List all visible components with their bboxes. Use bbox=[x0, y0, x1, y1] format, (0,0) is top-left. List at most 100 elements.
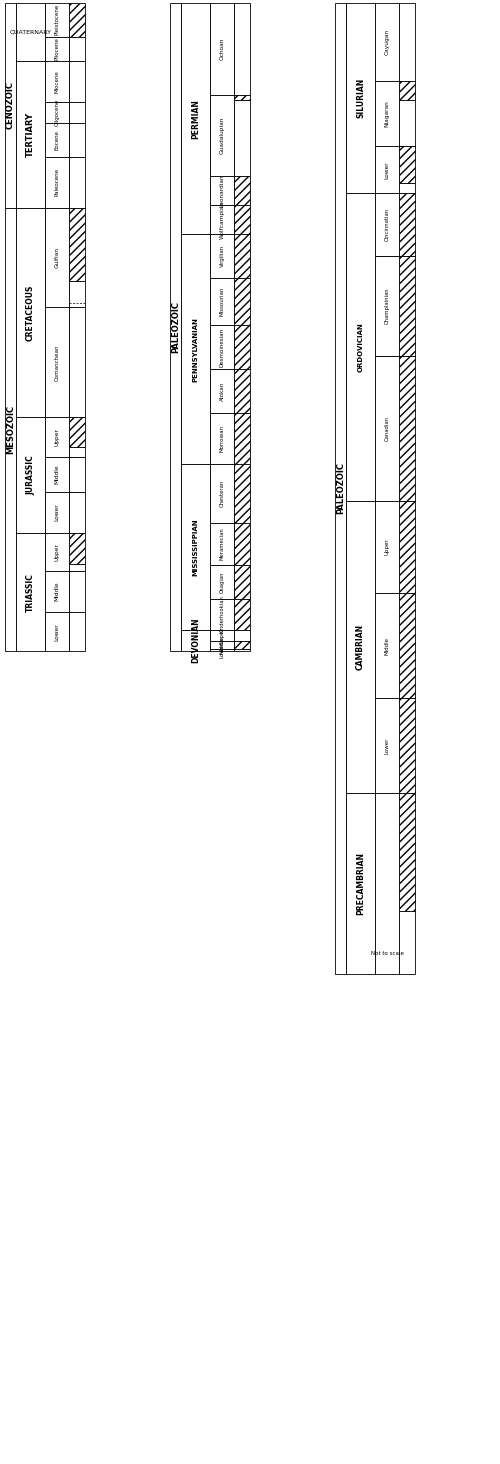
Text: Paleocene: Paleocene bbox=[54, 168, 60, 196]
Text: Morrowan: Morrowan bbox=[220, 425, 224, 452]
Text: Champlainian: Champlainian bbox=[384, 287, 390, 325]
Text: Pliocene: Pliocene bbox=[54, 38, 60, 60]
Bar bbox=[210, 523, 234, 565]
Bar bbox=[5, 208, 16, 651]
Text: Lower: Lower bbox=[384, 738, 390, 754]
Bar bbox=[16, 61, 45, 208]
Bar bbox=[234, 278, 250, 325]
Bar bbox=[16, 208, 45, 417]
Bar bbox=[69, 564, 85, 571]
Bar bbox=[45, 457, 69, 492]
Bar bbox=[45, 61, 69, 102]
Bar bbox=[234, 630, 250, 641]
Text: Canadian: Canadian bbox=[384, 416, 390, 441]
Bar bbox=[210, 205, 234, 234]
Bar bbox=[69, 612, 85, 651]
Bar bbox=[210, 630, 234, 641]
Text: Desmoinesian: Desmoinesian bbox=[220, 328, 224, 366]
Text: Ochoan: Ochoan bbox=[220, 38, 224, 60]
Bar bbox=[375, 793, 399, 974]
Bar bbox=[45, 307, 69, 417]
Bar bbox=[234, 176, 250, 205]
Bar bbox=[45, 208, 69, 307]
Text: Middle: Middle bbox=[54, 464, 60, 485]
Bar bbox=[69, 447, 85, 457]
Text: Lower: Lower bbox=[220, 641, 224, 659]
Text: Niagaran: Niagaran bbox=[384, 100, 390, 127]
Bar bbox=[69, 61, 85, 102]
Bar bbox=[234, 565, 250, 599]
Bar bbox=[234, 95, 250, 100]
Bar bbox=[234, 3, 250, 95]
Bar bbox=[399, 183, 415, 193]
Text: Osagian: Osagian bbox=[220, 571, 224, 593]
Bar bbox=[234, 100, 250, 176]
Bar bbox=[399, 146, 415, 183]
Bar bbox=[399, 793, 415, 911]
Bar bbox=[69, 208, 85, 281]
Bar bbox=[210, 176, 234, 205]
Bar bbox=[234, 464, 250, 523]
Text: CENOZOIC: CENOZOIC bbox=[6, 82, 15, 129]
Text: Upper: Upper bbox=[54, 427, 60, 447]
Text: Atokan: Atokan bbox=[220, 381, 224, 401]
Text: PALEOZOIC: PALEOZOIC bbox=[171, 302, 180, 353]
Bar bbox=[210, 565, 234, 599]
Bar bbox=[399, 100, 415, 146]
Bar bbox=[346, 3, 375, 193]
Text: MESOZOIC: MESOZOIC bbox=[6, 406, 15, 454]
Bar bbox=[210, 95, 234, 176]
Bar bbox=[45, 123, 69, 157]
Bar bbox=[399, 256, 415, 356]
Text: Not to scale: Not to scale bbox=[370, 952, 404, 956]
Bar bbox=[234, 234, 250, 278]
Bar bbox=[45, 571, 69, 612]
Text: Comanchean: Comanchean bbox=[54, 344, 60, 381]
Bar bbox=[399, 593, 415, 698]
Text: Meramecian: Meramecian bbox=[220, 527, 224, 561]
Bar bbox=[234, 413, 250, 464]
Bar bbox=[375, 593, 399, 698]
Bar bbox=[45, 612, 69, 651]
Bar bbox=[234, 369, 250, 413]
Text: JURASSIC: JURASSIC bbox=[26, 455, 35, 495]
Bar bbox=[45, 3, 69, 37]
Bar bbox=[234, 205, 250, 234]
Text: PALEOZOIC: PALEOZOIC bbox=[336, 463, 345, 514]
Bar bbox=[45, 533, 69, 571]
Bar bbox=[399, 81, 415, 100]
Text: CRETACEOUS: CRETACEOUS bbox=[26, 284, 35, 341]
Bar bbox=[181, 234, 210, 464]
Text: MISSISSIPPIAN: MISSISSIPPIAN bbox=[192, 518, 198, 575]
Text: Virgilian: Virgilian bbox=[220, 244, 224, 268]
Bar bbox=[210, 641, 234, 649]
Bar bbox=[16, 533, 45, 651]
Text: Leonardian: Leonardian bbox=[220, 174, 224, 206]
Bar bbox=[45, 417, 69, 457]
Text: QUATERNARY: QUATERNARY bbox=[10, 29, 51, 35]
Bar bbox=[210, 649, 234, 651]
Bar bbox=[234, 599, 250, 630]
Bar bbox=[69, 492, 85, 533]
Bar bbox=[346, 793, 375, 974]
Text: Kinderhookian: Kinderhookian bbox=[220, 596, 224, 632]
Bar bbox=[375, 256, 399, 356]
Bar bbox=[375, 81, 399, 146]
Text: Cincinnatian: Cincinnatian bbox=[384, 208, 390, 242]
Text: Oligocene: Oligocene bbox=[54, 100, 60, 126]
Bar bbox=[5, 3, 16, 208]
Bar bbox=[45, 157, 69, 208]
Text: PENNSYLVANIAN: PENNSYLVANIAN bbox=[192, 316, 198, 382]
Bar bbox=[170, 3, 181, 651]
Text: Wolfcampian: Wolfcampian bbox=[220, 201, 224, 239]
Bar bbox=[399, 911, 415, 974]
Bar bbox=[210, 413, 234, 464]
Text: Lower: Lower bbox=[54, 504, 60, 521]
Text: Lower: Lower bbox=[54, 622, 60, 641]
Bar bbox=[210, 464, 234, 523]
Text: Guadalupian: Guadalupian bbox=[220, 117, 224, 154]
Text: Missourian: Missourian bbox=[220, 287, 224, 316]
Bar bbox=[346, 193, 375, 501]
Bar bbox=[45, 37, 69, 61]
Bar bbox=[45, 492, 69, 533]
